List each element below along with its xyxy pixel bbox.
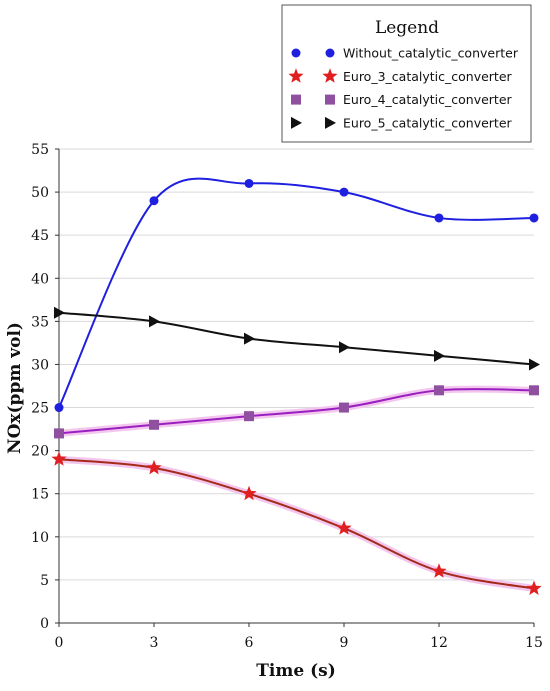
legend-marker (325, 48, 335, 58)
data-point (54, 403, 64, 413)
data-point (244, 178, 254, 188)
data-point (336, 520, 352, 535)
x-axis-title: Time (s) (256, 661, 336, 681)
data-point (339, 341, 350, 354)
data-point (529, 213, 539, 223)
legend-label: Euro_4_catalytic_converter (343, 92, 513, 107)
y-tick-label: 15 (31, 487, 49, 503)
data-point (149, 315, 160, 328)
y-tick-label: 50 (31, 185, 49, 201)
y-axis-title: NOx(ppm vol) (5, 322, 25, 454)
legend-marker (291, 94, 301, 105)
series-line (58, 177, 535, 408)
data-point (241, 485, 257, 501)
grid-lines (59, 148, 534, 581)
axes (55, 148, 535, 627)
legend-marker (291, 116, 302, 129)
y-tick-label: 35 (31, 314, 49, 330)
series-line (58, 388, 535, 435)
data-point (434, 213, 444, 223)
x-tick-label: 9 (340, 635, 349, 651)
y-tick-labels: 0 5 10 15 20 25 30 35 40 45 50 55 (31, 142, 49, 632)
y-tick-label: 25 (31, 401, 49, 417)
y-tick-label: 10 (31, 530, 49, 546)
data-point (529, 358, 540, 371)
x-tick-label: 0 (55, 635, 64, 651)
legend-marker (322, 68, 338, 83)
data-point (434, 385, 444, 396)
legend-label: Euro_5_catalytic_converter (343, 115, 513, 130)
legend-label: Euro_3_catalytic_converter (343, 69, 513, 84)
data-point (146, 459, 162, 475)
data-point (526, 580, 542, 595)
y-tick-label: 45 (31, 228, 49, 244)
legend-entries: Without_catalytic_converter Euro_3_cataly… (288, 46, 519, 130)
series-line (58, 458, 535, 590)
data-point (339, 187, 349, 197)
x-tick-label: 15 (525, 635, 543, 651)
y-tick-label: 20 (31, 444, 49, 460)
series-glow (55, 455, 538, 593)
legend-marker (325, 94, 335, 105)
data-point (529, 385, 539, 396)
x-tick-label: 6 (245, 635, 254, 651)
x-tick-label: 3 (150, 635, 159, 651)
data-point (149, 196, 159, 206)
x-tick-labels: 0 3 6 9 12 15 (55, 635, 543, 651)
series-line (58, 311, 535, 366)
series-markers (51, 178, 542, 595)
y-tick-label: 55 (31, 142, 49, 158)
legend-marker (291, 48, 301, 58)
y-tick-label: 0 (40, 616, 49, 632)
legend-label: Without_catalytic_converter (343, 46, 519, 61)
legend: Legend Without_catalytic_converter Euro_3… (281, 4, 532, 143)
data-point (431, 563, 447, 578)
data-point (54, 306, 65, 319)
y-tick-label: 40 (31, 271, 49, 287)
y-tick-label: 5 (40, 573, 49, 589)
legend-title: Legend (375, 18, 439, 38)
data-point (51, 451, 67, 466)
series-lines (55, 177, 538, 593)
legend-box (281, 4, 532, 143)
legend-marker (325, 116, 336, 129)
data-point (54, 428, 64, 439)
data-point (149, 419, 159, 430)
x-tick-label: 12 (430, 635, 448, 651)
data-point (434, 349, 445, 362)
y-tick-label: 30 (31, 357, 49, 373)
data-point (244, 411, 254, 422)
data-point (339, 402, 349, 413)
legend-marker (288, 68, 304, 83)
data-point (244, 332, 255, 345)
